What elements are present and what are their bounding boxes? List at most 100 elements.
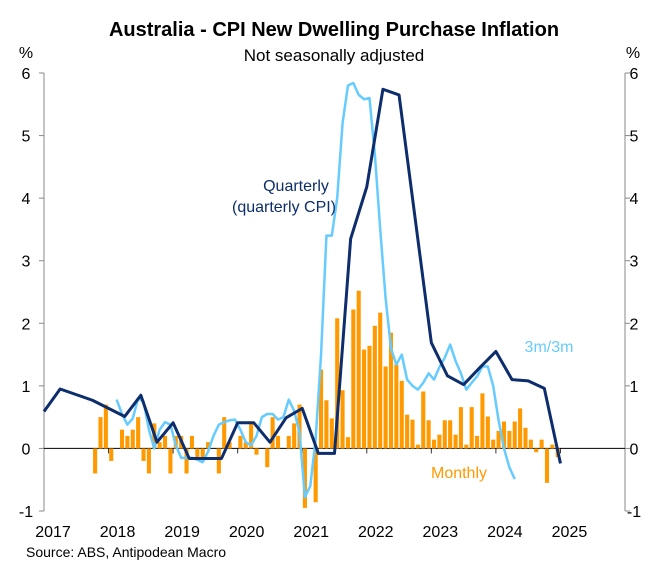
monthly-bar — [222, 417, 227, 449]
monthly-bar — [93, 448, 98, 474]
monthly-bar — [448, 420, 453, 449]
monthly-bar — [340, 390, 345, 449]
y-tick-label-left: 1 — [22, 379, 31, 396]
monthly-bar — [475, 435, 480, 449]
source-note: Source: ABS, Antipodean Macro — [26, 544, 226, 560]
monthly-bar — [130, 429, 135, 449]
monthly-bar — [501, 421, 507, 449]
monthly-bar — [227, 442, 232, 449]
monthly-bar — [292, 423, 297, 449]
y-tick-label-left: -1 — [19, 504, 33, 521]
monthly-bar — [362, 349, 367, 449]
monthly-bars — [93, 290, 560, 508]
monthly-bar — [206, 442, 211, 449]
y-tick-label-right: 0 — [630, 441, 639, 458]
x-tick-label: 2023 — [423, 524, 459, 541]
monthly-bar — [458, 407, 463, 449]
monthly-bar — [356, 290, 361, 449]
monthly-bar — [324, 400, 329, 449]
x-tick-label: 2017 — [35, 524, 71, 541]
monthly-bar — [302, 448, 307, 508]
monthly-bar — [270, 417, 275, 449]
y-axis-label-left: % — [19, 45, 33, 62]
monthly-bar — [372, 325, 377, 449]
monthly-bar — [523, 427, 528, 449]
monthly-bar — [464, 444, 469, 449]
monthly-bar — [453, 434, 458, 449]
monthly-bar — [146, 448, 151, 474]
monthly-bar — [399, 380, 404, 449]
3m3m-label: 3m/3m — [525, 339, 574, 356]
monthly-bar — [141, 448, 146, 461]
monthly-bar — [512, 421, 517, 449]
y-tick-label-left: 3 — [22, 254, 31, 271]
monthly-bar — [313, 448, 318, 503]
monthly-bar — [200, 448, 205, 458]
x-tick-label: 2021 — [293, 524, 329, 541]
monthly-bar — [109, 448, 114, 461]
y-tick-label-left: 2 — [22, 316, 31, 333]
y-tick-label-left: 5 — [22, 129, 31, 146]
monthly-bar — [485, 416, 490, 449]
monthly-bar — [189, 435, 194, 449]
monthly-bar — [367, 345, 372, 449]
monthly-bar — [528, 439, 533, 449]
monthly-bar — [378, 312, 383, 449]
monthly-bar — [426, 420, 431, 449]
monthly-bar — [410, 419, 415, 449]
quarterly-label-line2: (quarterly CPI) — [232, 199, 336, 216]
monthly-bar — [544, 448, 550, 483]
monthly-bar — [442, 420, 447, 449]
3m3m-line — [115, 81, 516, 499]
x-tick-label: 2025 — [552, 524, 588, 541]
y-tick-label-right: 4 — [630, 191, 639, 208]
monthly-bar — [335, 318, 340, 449]
monthly-bar — [103, 404, 108, 449]
monthly-bar — [254, 448, 259, 455]
monthly-bar — [550, 444, 555, 449]
monthly-bar — [415, 444, 420, 449]
monthly-label: Monthly — [431, 465, 487, 482]
y-tick-label-left: 6 — [22, 66, 31, 83]
monthly-bar — [431, 439, 437, 449]
lines — [42, 81, 562, 499]
monthly-bar — [157, 442, 162, 449]
quarterly-label-line1: Quarterly — [263, 178, 329, 195]
monthly-bar — [480, 393, 485, 449]
monthly-bar — [518, 408, 523, 449]
monthly-bar — [491, 439, 496, 449]
x-tick-label: 2018 — [100, 524, 136, 541]
chart-subtitle: Not seasonally adjusted — [244, 46, 425, 65]
y-tick-label-right: 6 — [630, 66, 639, 83]
monthly-bar — [496, 430, 501, 449]
monthly-bar — [351, 309, 356, 449]
monthly-bar — [388, 332, 394, 449]
y-tick-label-right: -1 — [627, 504, 641, 521]
monthly-bar — [119, 429, 125, 449]
monthly-bar — [286, 435, 291, 449]
x-tick-label: 2019 — [164, 524, 200, 541]
monthly-bar — [243, 442, 248, 449]
y-tick-label-right: 5 — [630, 129, 639, 146]
y-tick-label-right: 2 — [630, 316, 639, 333]
monthly-bar — [507, 430, 512, 449]
chart-title: Australia - CPI New Dwelling Purchase In… — [109, 19, 559, 41]
axes: -1 -1 0 0 1 1 2 2 3 3 4 4 5 5 6 6 2017 2018 2019 2020 2021 20… — [19, 66, 641, 541]
monthly-bar — [383, 366, 388, 449]
monthly-bar — [98, 417, 103, 449]
x-tick-label: 2020 — [229, 524, 265, 541]
monthly-bar — [238, 435, 243, 449]
y-tick-label-left: 0 — [22, 441, 31, 458]
monthly-bar — [275, 435, 281, 449]
monthly-bar — [329, 418, 334, 449]
monthly-bar — [421, 391, 426, 449]
y-axis-label-right: % — [626, 45, 640, 62]
monthly-bar — [437, 434, 442, 449]
monthly-bar — [195, 448, 200, 458]
y-tick-label-right: 1 — [630, 379, 639, 396]
monthly-bar — [469, 407, 474, 449]
monthly-bar — [216, 448, 221, 474]
x-tick-label: 2022 — [358, 524, 394, 541]
monthly-bar — [136, 417, 141, 449]
